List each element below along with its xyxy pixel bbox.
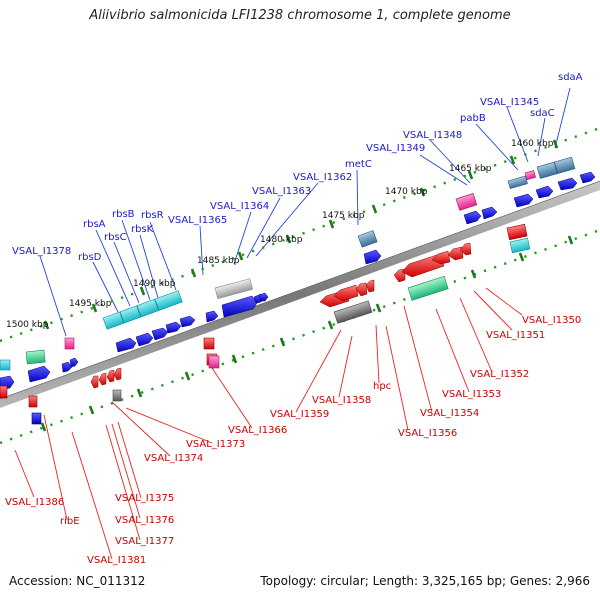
scale-label-1480: 1480 kbp <box>260 235 303 245</box>
scale-label-1470: 1470 kbp <box>385 187 428 197</box>
scale-label-1500: 1500 kbp <box>6 320 49 330</box>
gene-label-metC: metC <box>345 159 372 170</box>
gene-label-hpc: hpc <box>373 381 391 392</box>
forward-gene-labels: sdaA sdaC VSAL_I1345 pabB VSAL_I1348 VSA… <box>12 72 583 263</box>
forward-features <box>0 156 576 371</box>
map-title: Aliivibrio salmonicida LFI1238 chromosom… <box>89 8 511 23</box>
gene-label-sdaA: sdaA <box>558 72 583 83</box>
gene-label-VSAL_I1378: VSAL_I1378 <box>12 246 71 257</box>
gene-label-rbsC: rbsC <box>104 232 127 243</box>
gene-label-VSAL_I1365: VSAL_I1365 <box>168 215 227 226</box>
gene-label-VSAL_I1377: VSAL_I1377 <box>115 536 174 547</box>
reverse-features <box>0 223 531 425</box>
gene-label-rbsA: rbsA <box>83 219 106 230</box>
gene-label-VSAL_I1375: VSAL_I1375 <box>115 493 174 504</box>
gene-label-VSAL_I1353: VSAL_I1353 <box>442 389 501 400</box>
accession-text: Accession: NC_011312 <box>9 574 146 588</box>
reverse-leader-lines <box>14 287 523 560</box>
gene-label-VSAL_I1345: VSAL_I1345 <box>480 97 539 108</box>
scale-label-1475: 1475 kbp <box>322 211 365 221</box>
gene-label-VSAL_I1352: VSAL_I1352 <box>470 369 529 380</box>
reverse-gene-arrows <box>90 242 472 389</box>
reverse-gene-labels: VSAL_I1350 VSAL_I1351 VSAL_I1352 VSAL_I1… <box>5 315 581 566</box>
gene-label-VSAL_I1354: VSAL_I1354 <box>420 408 479 419</box>
gene-label-sdaC: sdaC <box>530 108 555 119</box>
genome-summary-text: Topology: circular; Length: 3,325,165 bp… <box>260 574 590 588</box>
gene-label-VSAL_I1348: VSAL_I1348 <box>403 130 462 141</box>
forward-leader-lines <box>39 87 571 337</box>
gene-label-rbsB: rbsB <box>112 209 135 220</box>
gene-label-VSAL_I1376: VSAL_I1376 <box>115 515 174 526</box>
scale-label-1495: 1495 kbp <box>69 299 112 309</box>
gene-label-VSAL_I1363: VSAL_I1363 <box>252 186 311 197</box>
chromosome-backbone <box>0 180 600 408</box>
gene-label-VSAL_I1386: VSAL_I1386 <box>5 497 64 508</box>
gene-label-ribE: ribE <box>60 516 80 527</box>
gene-label-VSAL_I1364: VSAL_I1364 <box>210 201 269 212</box>
gene-label-VSAL_I1373: VSAL_I1373 <box>186 439 245 450</box>
gene-label-VSAL_I1366: VSAL_I1366 <box>228 425 287 436</box>
gene-label-rbsD: rbsD <box>78 252 102 263</box>
gene-label-rbsR: rbsR <box>141 210 164 221</box>
gene-label-VSAL_I1349: VSAL_I1349 <box>366 143 425 154</box>
gene-label-VSAL_I1374: VSAL_I1374 <box>144 453 203 464</box>
gene-label-pabB: pabB <box>460 113 486 124</box>
scale-label-1460: 1460 kbp <box>511 139 554 149</box>
gene-label-VSAL_I1356: VSAL_I1356 <box>398 428 457 439</box>
scale-label-1465: 1465 kbp <box>449 164 492 174</box>
gene-label-rbsK: rbsK <box>131 224 154 235</box>
scale-label-1490: 1490 kbp <box>133 279 176 289</box>
gene-label-VSAL_I1362: VSAL_I1362 <box>293 172 352 183</box>
forward-gene-arrows <box>0 171 596 391</box>
scale-labels: 1460 kbp 1465 kbp 1470 kbp 1475 kbp 1480… <box>6 139 554 330</box>
gene-label-VSAL_I1350: VSAL_I1350 <box>522 315 581 326</box>
gene-label-VSAL_I1359: VSAL_I1359 <box>270 409 329 420</box>
scale-label-1485: 1485 kbp <box>197 256 240 266</box>
gene-label-VSAL_I1381: VSAL_I1381 <box>87 555 146 566</box>
major-ticks <box>40 139 574 432</box>
gene-label-VSAL_I1351: VSAL_I1351 <box>486 330 545 341</box>
gene-label-VSAL_I1358: VSAL_I1358 <box>312 395 371 406</box>
